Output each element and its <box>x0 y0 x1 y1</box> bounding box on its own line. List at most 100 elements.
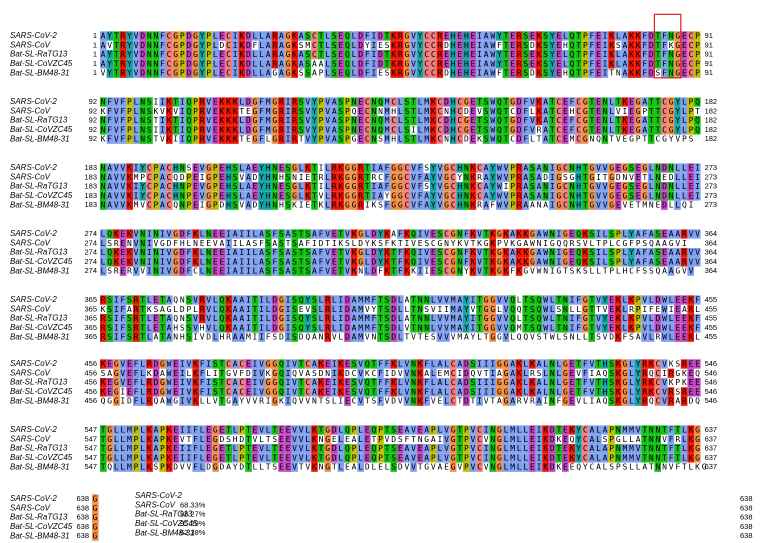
residue-shade <box>311 377 318 388</box>
residue-shade <box>694 97 701 107</box>
start-position: 274 <box>84 266 97 275</box>
residue-shade <box>212 257 219 267</box>
residue-shade <box>469 97 477 107</box>
residue-shade <box>199 443 206 454</box>
residue-shade <box>575 313 582 324</box>
residue-shade <box>390 304 397 314</box>
residue-shade <box>304 313 312 324</box>
residue-shade <box>271 181 279 192</box>
residue-shade <box>562 163 569 173</box>
residue-shade <box>502 247 510 258</box>
residue-shade <box>331 377 338 388</box>
residue-shade <box>192 163 199 173</box>
residue-shade <box>185 31 193 41</box>
residue-shade <box>410 368 417 378</box>
residue-shade <box>502 115 510 126</box>
residue-shade <box>674 97 681 107</box>
residue-shade <box>205 359 213 369</box>
residue-shade <box>377 368 384 378</box>
residue-shade <box>185 229 193 239</box>
residue-shade <box>436 387 444 397</box>
residue-shade <box>337 106 345 116</box>
residue-shade <box>265 191 272 201</box>
residue-shade <box>331 191 338 201</box>
residue-shade <box>258 200 265 210</box>
residue-shade <box>654 115 661 126</box>
residue-shade <box>100 257 107 267</box>
residue-shade <box>469 134 477 144</box>
residue-shade <box>324 181 331 192</box>
residue-shade <box>205 257 213 267</box>
end-position: 637 <box>705 462 718 471</box>
residue-shade <box>152 40 160 50</box>
residue-shade <box>476 257 483 267</box>
residue-shade <box>634 359 642 369</box>
residue-shade <box>311 434 318 444</box>
residue-shade <box>126 332 133 342</box>
residue-shade <box>317 453 325 463</box>
residue-shade <box>601 59 609 69</box>
residue-shade <box>509 462 516 472</box>
residue-shade <box>535 97 543 107</box>
residue-shade <box>225 387 232 397</box>
sequence-name: SARS-CoV-2 <box>10 97 57 106</box>
residue-shade <box>397 295 404 305</box>
residue-shade <box>185 396 193 406</box>
residue-shade <box>489 115 496 126</box>
residue-shade <box>265 31 272 41</box>
residue-shade <box>298 49 305 60</box>
residue-shade <box>522 443 529 454</box>
residue-shade <box>159 359 166 369</box>
residue-shade <box>133 425 140 435</box>
residue-shade <box>436 323 444 333</box>
residue-shade <box>416 59 424 69</box>
residue-shade <box>390 425 397 435</box>
residue-shade <box>172 425 180 435</box>
residue-shade <box>476 115 483 126</box>
residue-shade <box>502 49 510 60</box>
residue-shade <box>522 181 529 192</box>
residue-shade <box>496 163 503 173</box>
residue-shade <box>667 191 675 201</box>
residue-shade <box>687 97 694 107</box>
residue-shade <box>113 453 120 463</box>
residue-shade <box>482 266 490 276</box>
residue-shade <box>311 425 318 435</box>
residue-shade <box>542 387 549 397</box>
end-position: 364 <box>705 238 718 247</box>
residue-shade <box>403 172 411 182</box>
residue-shade <box>179 453 186 463</box>
residue-shade <box>529 172 536 182</box>
residue-shade <box>509 49 516 60</box>
residue-shade <box>218 304 226 314</box>
residue-shade <box>423 172 430 182</box>
residue-shade <box>258 229 265 239</box>
residue-shade <box>146 59 153 69</box>
residue-shade <box>529 313 536 324</box>
residue-shade <box>337 31 345 41</box>
residue-shade <box>271 125 279 135</box>
residue-shade <box>278 68 285 78</box>
residue-shade <box>298 359 305 369</box>
residue-shade <box>291 238 298 248</box>
residue-shade <box>370 323 378 333</box>
residue-shade <box>575 125 582 135</box>
residue-shade <box>350 247 358 258</box>
residue-shade <box>113 443 120 454</box>
residue-shade <box>324 40 331 50</box>
residue-shade <box>628 31 635 41</box>
residue-shade <box>317 295 325 305</box>
residue-shade <box>449 49 457 60</box>
residue-shade <box>192 31 199 41</box>
residue-shade <box>212 163 219 173</box>
residue-shade <box>535 257 543 267</box>
residue-shade <box>337 134 345 144</box>
residue-shade <box>284 134 292 144</box>
residue-shade <box>562 304 569 314</box>
residue-shade <box>100 295 107 305</box>
residue-shade <box>641 68 648 78</box>
start-position: 638 <box>76 503 89 512</box>
residue-shade <box>139 97 147 107</box>
residue-shade <box>502 31 510 41</box>
residue-shade <box>344 68 351 78</box>
